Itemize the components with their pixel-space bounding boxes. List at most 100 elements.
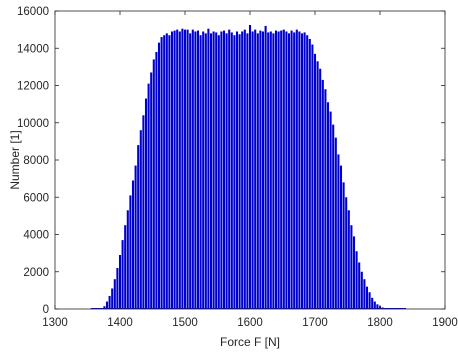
histogram-bar [209,33,213,309]
histogram-bar [311,44,314,309]
histogram-bar [355,251,358,309]
x-tick-label: 1600 [237,317,263,329]
y-axis-label: Number [1] [8,130,22,189]
histogram-bar [152,59,155,309]
histogram-bar [339,165,343,309]
histogram-bar [274,30,278,310]
histogram-bar [121,240,124,309]
x-tick-labels: 1300 1400 1500 1600 1700 1800 1900 [42,317,458,329]
histogram-bar [251,31,254,310]
histogram-bar [342,182,345,309]
histogram-bar [326,102,330,309]
histogram-bar [126,210,129,309]
histogram-bar [267,32,270,310]
y-tick-label: 8000 [23,155,49,167]
histogram-bar [215,32,218,310]
histogram-bar [147,83,150,309]
histogram-bar [165,33,168,309]
histogram-bar [316,61,319,309]
histogram-bar [118,254,122,309]
histogram-bar [254,29,257,310]
histogram-bar [261,31,265,310]
histogram-bar [368,292,371,309]
histogram-bar [181,28,184,309]
y-tick-label: 6000 [23,192,49,204]
histogram-bar [298,31,301,310]
histogram-bar [230,32,233,310]
histogram-bar [285,31,288,310]
histogram-bar [113,279,116,309]
histogram-bar [352,236,356,309]
histogram-bar [313,53,317,310]
histogram-bar [202,31,205,310]
y-tick-label: 14000 [17,43,49,55]
histogram-bar [282,29,285,310]
histogram-bar [225,33,228,309]
histogram-bar [238,34,241,309]
histogram-bar [360,271,363,309]
y-tick-label: 16000 [17,6,49,18]
histogram-bar [228,29,231,310]
y-tick-labels: 0 2000 4000 6000 8000 10000 12000 14000 16000 [17,6,49,316]
histogram-bar [329,111,332,309]
x-tick-label: 1800 [367,317,393,329]
histogram-bar [173,30,176,310]
histogram-bar [217,35,220,310]
histogram-bar [168,35,171,310]
histogram-bar [160,37,163,309]
histogram-bar [163,35,166,310]
bars-group [90,24,406,310]
x-tick-label: 1400 [107,317,133,329]
histogram-bar [241,31,244,310]
x-tick-label: 1300 [42,317,68,329]
histogram-bar [150,72,153,310]
y-tick-label: 12000 [17,81,49,93]
histogram-bar [246,33,249,309]
histogram-bar [373,301,376,309]
histogram-bar [199,35,202,310]
histogram-bar [248,24,252,309]
histogram-bar [183,29,187,310]
y-tick-label: 2000 [23,267,49,279]
histogram-bar [186,29,189,310]
histogram-bar [176,29,179,310]
histogram-bar [295,29,298,310]
histogram-bar [259,30,262,310]
y-tick-label: 0 [43,304,49,316]
histogram-bar [334,137,337,309]
histogram-bar [105,301,109,309]
histogram-bar [303,32,306,310]
histogram-bar [280,30,283,310]
x-tick-label: 1500 [172,317,198,329]
histogram-bar [212,31,215,310]
histogram-bar [111,288,114,309]
histogram-bar [290,30,293,310]
histogram-bar [124,225,127,309]
histogram-bar [337,154,340,309]
histogram-bar [376,304,379,309]
histogram-bar [131,180,135,309]
histogram-bar [233,35,236,310]
histogram-bar [220,31,223,310]
histogram-bar [308,38,311,309]
histogram-bar [144,98,148,309]
histogram-bar [222,30,226,310]
x-axis-label: Force F [N] [220,335,280,349]
histogram-bar [116,268,119,309]
histogram-bar [293,32,296,310]
histogram-bar [371,297,374,309]
histogram-bar [277,31,280,310]
histogram-bar [287,33,291,309]
histogram-bar [264,25,267,310]
axes-group [54,10,446,310]
histogram-bar [363,279,366,309]
histogram-bar [196,30,200,310]
histogram-bar [235,31,239,310]
histogram-bar [365,286,369,309]
histogram-bar [170,31,174,310]
histogram-bar [272,33,275,309]
y-tick-label: 10000 [17,118,49,130]
histogram-bar [155,51,158,309]
histogram-bar [178,31,181,310]
